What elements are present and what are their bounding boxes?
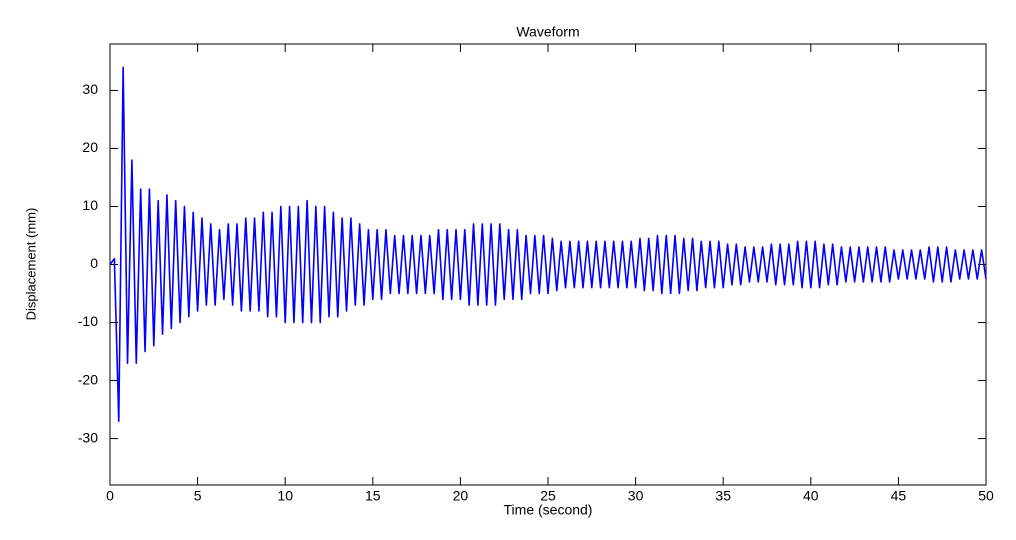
x-tick-label: 40 bbox=[803, 488, 819, 504]
chart-title: Waveform bbox=[516, 24, 579, 40]
x-tick-label: 5 bbox=[194, 488, 202, 504]
x-tick-label: 25 bbox=[540, 488, 556, 504]
y-tick-label: -10 bbox=[78, 313, 98, 329]
y-tick-label: 30 bbox=[82, 81, 98, 97]
plot-area bbox=[109, 43, 987, 486]
x-tick-label: 20 bbox=[453, 488, 469, 504]
y-tick-label: 20 bbox=[82, 139, 98, 155]
x-tick-label: 15 bbox=[365, 488, 381, 504]
waveform-line bbox=[109, 66, 987, 422]
x-axis-label: Time (second) bbox=[504, 502, 593, 518]
y-tick-label: 0 bbox=[90, 255, 98, 271]
y-axis-label: Displacement (mm) bbox=[23, 208, 38, 321]
y-tick-label: 10 bbox=[82, 197, 98, 213]
x-tick-label: 35 bbox=[715, 488, 731, 504]
x-tick-label: 45 bbox=[891, 488, 907, 504]
y-tick-label: -30 bbox=[78, 429, 98, 445]
y-tick-label: -20 bbox=[78, 371, 98, 387]
x-tick-label: 0 bbox=[106, 488, 114, 504]
x-tick-label: 10 bbox=[277, 488, 293, 504]
x-tick-label: 50 bbox=[978, 488, 994, 504]
x-tick-label: 30 bbox=[628, 488, 644, 504]
